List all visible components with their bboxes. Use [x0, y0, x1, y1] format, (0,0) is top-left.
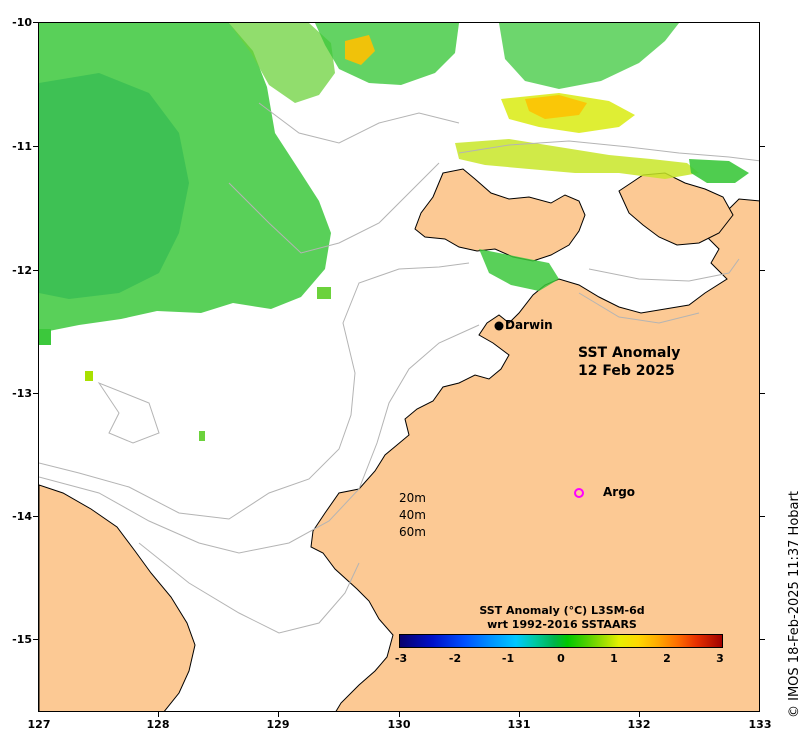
y-tick-mark-right [760, 639, 765, 640]
map-canvas [39, 23, 759, 711]
colorbar-title: SST Anomaly (°C) L3SM-6d wrt 1992-2016 S… [400, 604, 724, 632]
x-tick-mark [639, 712, 640, 717]
x-tick-label: 133 [748, 718, 772, 731]
y-tick-label: -13 [12, 387, 32, 400]
y-tick-mark-right [760, 146, 765, 147]
x-tick-label: 131 [507, 718, 531, 731]
map-title-line1: SST Anomaly [578, 345, 681, 361]
x-tick-label: 129 [266, 718, 290, 731]
credit-label: © IMOS 18-Feb-2025 11:37 Hobart [787, 491, 800, 718]
y-tick-label: -11 [12, 140, 32, 153]
contour-legend-40m: 40m [399, 508, 426, 522]
y-tick-mark-right [760, 516, 765, 517]
x-tick-label: 132 [627, 718, 651, 731]
x-tick-mark [519, 712, 520, 717]
colorbar-tick-label: -1 [501, 652, 515, 665]
map-title-line2: 12 Feb 2025 [578, 363, 675, 379]
x-tick-mark [278, 712, 279, 717]
colorbar-tick-label: -2 [448, 652, 462, 665]
sst-anomaly-field [39, 23, 749, 441]
land-cobourg [618, 172, 734, 246]
colorbar-tick-label: 0 [557, 652, 565, 665]
colorbar-title-line2: wrt 1992-2016 SSTAARS [487, 618, 637, 631]
x-tick-label: 127 [27, 718, 51, 731]
colorbar-tick-label: 2 [663, 652, 671, 665]
colorbar-tick-label: 3 [716, 652, 724, 665]
darwin-label: Darwin [505, 318, 553, 332]
map-title: SST Anomaly 12 Feb 2025 [578, 344, 680, 380]
x-tick-label: 128 [146, 718, 170, 731]
y-tick-mark [33, 22, 38, 23]
y-tick-mark [33, 393, 38, 394]
colorbar [399, 634, 723, 648]
x-tick-mark [399, 712, 400, 717]
y-tick-mark-right [760, 270, 765, 271]
x-tick-label: 130 [387, 718, 411, 731]
colorbar-tick-label: -3 [394, 652, 408, 665]
x-tick-mark [158, 712, 159, 717]
y-tick-mark [33, 639, 38, 640]
land-west [39, 484, 196, 711]
y-tick-mark-right [760, 393, 765, 394]
y-tick-label: -12 [12, 264, 32, 277]
contour-legend-60m: 60m [399, 525, 426, 539]
y-tick-mark [33, 516, 38, 517]
map-panel [38, 22, 760, 712]
argo-label: Argo [603, 485, 636, 499]
contour-legend-20m: 20m [399, 491, 426, 505]
colorbar-title-line1: SST Anomaly (°C) L3SM-6d [479, 604, 645, 617]
darwin-marker [494, 321, 504, 331]
land-tiwi-islands [414, 168, 586, 262]
y-tick-label: -10 [12, 16, 32, 29]
land-mainland [310, 198, 759, 711]
y-tick-label: -15 [12, 633, 32, 646]
colorbar-tick-label: 1 [610, 652, 618, 665]
y-tick-label: -14 [12, 510, 32, 523]
y-tick-mark [33, 146, 38, 147]
argo-marker [574, 488, 584, 498]
y-tick-mark [33, 270, 38, 271]
bathymetry-contours [39, 102, 759, 634]
